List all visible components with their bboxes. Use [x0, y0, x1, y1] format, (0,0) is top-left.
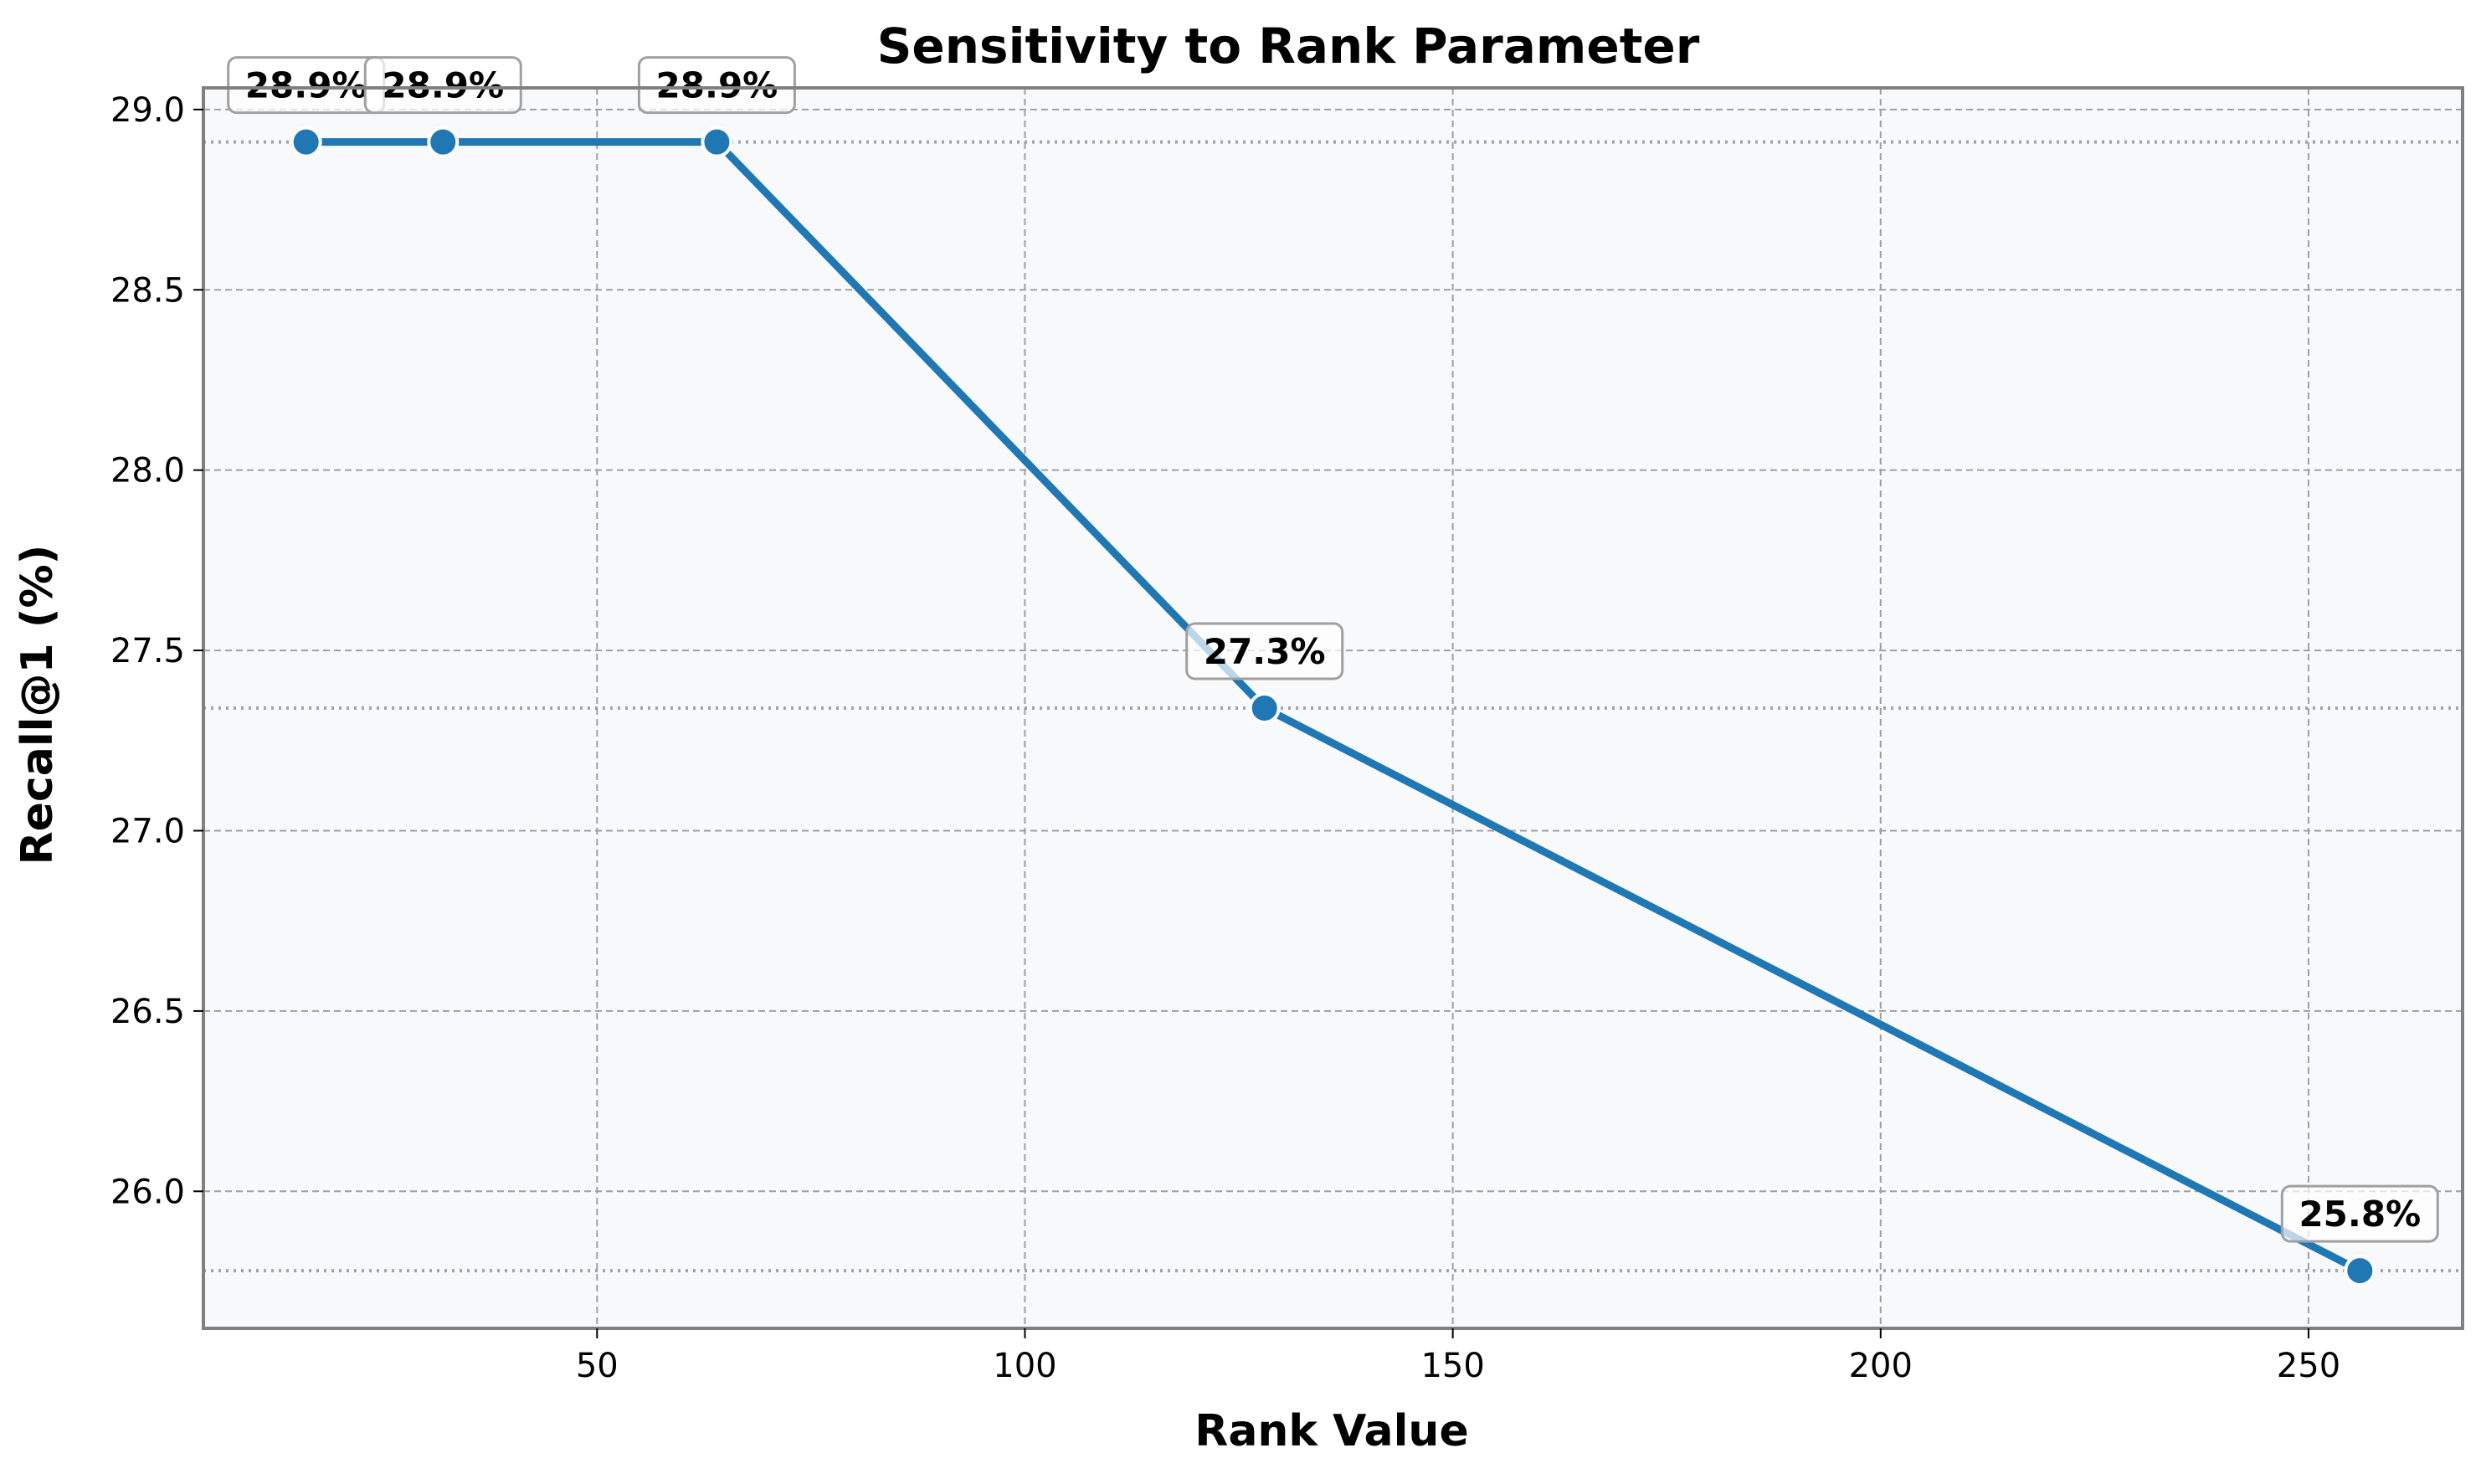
data-point-marker [290, 126, 322, 158]
data-point-marker [2344, 1255, 2376, 1287]
y-tick-label: 27.5 [110, 632, 185, 670]
y-tick-label: 28.5 [110, 271, 185, 310]
x-tick-label: 100 [993, 1347, 1056, 1385]
plot-background [203, 88, 2463, 1328]
data-label: 28.9% [245, 65, 367, 106]
data-label: 25.8% [2299, 1194, 2421, 1235]
x-tick-label: 150 [1420, 1347, 1484, 1385]
x-tick-label: 250 [2277, 1347, 2340, 1385]
x-axis-title: Rank Value [1194, 1406, 1468, 1456]
y-tick-label: 26.0 [110, 1173, 185, 1211]
data-label-box [363, 56, 522, 115]
data-label: 28.9% [656, 65, 778, 106]
chart-title: Sensitivity to Rank Parameter [877, 18, 1700, 74]
data-point-marker [701, 126, 733, 158]
data-label-box [2280, 1184, 2439, 1243]
y-tick-label: 28.0 [110, 452, 185, 490]
data-label: 28.9% [382, 65, 504, 106]
y-axis-title: Recall@1 (%) [13, 545, 63, 865]
data-label: 27.3% [1204, 631, 1326, 672]
data-point-marker [1248, 692, 1281, 724]
data-label-box [637, 56, 796, 115]
y-tick-label: 29.0 [110, 91, 185, 130]
data-label-box [1185, 622, 1344, 680]
x-tick-label: 50 [576, 1347, 619, 1385]
y-tick-label: 27.0 [110, 812, 185, 850]
data-point-marker [427, 126, 460, 158]
y-tick-label: 26.5 [110, 993, 185, 1031]
x-tick-label: 200 [1849, 1347, 1913, 1385]
plot-frame [202, 86, 2464, 1330]
